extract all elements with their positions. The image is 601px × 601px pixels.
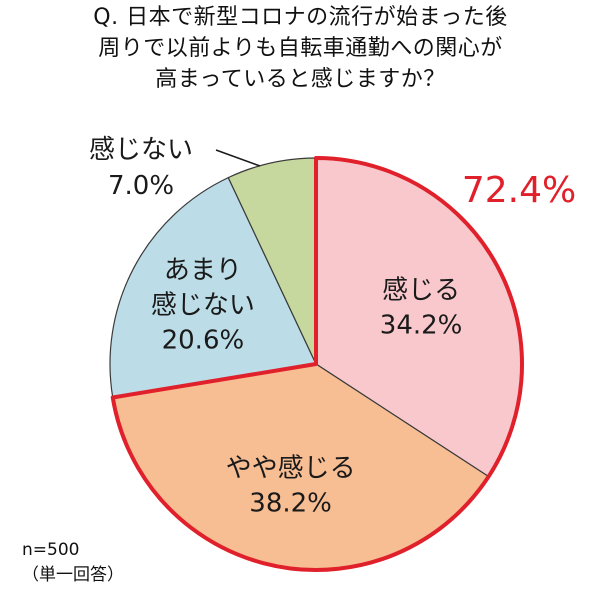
highlight-total-label: 72.4% [462,170,576,211]
sample-size: n=500 [22,540,80,560]
slice-name-label-4: 感じない [89,135,193,165]
slice-name-label-1: 感じる [382,276,460,306]
footnote: n=500 （単一回答） [22,538,124,588]
title-line-1: Q. 日本で新型コロナの流行が始まった後 [93,5,508,30]
slice-name-label-2: やや感じる [226,454,356,484]
slice-name-label-3: あまり [164,256,242,286]
slice-value-label-2: 38.2% [249,489,332,519]
slice-value-label-1: 34.2% [380,311,463,341]
pie-slice-3 [109,176,317,399]
pie-slices [109,157,523,571]
slice-value-label-4: 7.0% [108,171,174,201]
answer-type: （単一回答） [22,565,124,585]
leader-line [215,149,261,167]
highlight-outline [110,156,524,572]
title-line-2: 周りで以前よりも自転車通勤への関心が [98,36,503,61]
chart-title: Q. 日本で新型コロナの流行が始まった後 周りで以前よりも自転車通勤への関心が … [0,2,601,95]
title-line-3: 高まっていると感じますか？ [155,67,446,92]
slice-value-label-3: 20.6% [162,326,245,356]
slice-name-label-3: 感じない [151,291,255,321]
